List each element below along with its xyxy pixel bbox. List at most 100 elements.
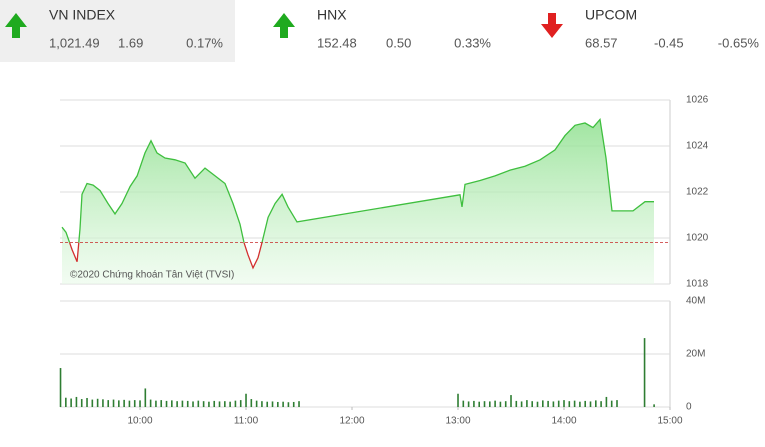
y-tick-label: 1024 [686, 141, 709, 152]
index-percent: -0.65% [718, 35, 760, 50]
index-percent: 0.33% [454, 35, 491, 50]
volume-bar [245, 393, 247, 407]
volume-bar [80, 399, 83, 407]
volume-bar [75, 396, 78, 407]
volume-bar [160, 400, 163, 407]
volume-bar [213, 400, 216, 407]
volume-bar [250, 399, 253, 407]
volume-bar [234, 400, 237, 407]
volume-bar [547, 400, 549, 407]
x-tick-label: 10:00 [128, 416, 153, 427]
volume-bar [653, 404, 655, 407]
index-value: 1,021.49 [49, 35, 100, 50]
volume-bar [176, 401, 178, 407]
volume-bar [70, 398, 72, 407]
y-tick-label: 0 [686, 402, 692, 413]
volume-bar [473, 400, 475, 407]
volume-bar [192, 401, 194, 407]
volume-bar [282, 401, 284, 407]
index-name: UPCOM [585, 7, 637, 23]
volume-bar [65, 397, 67, 407]
volume-bar [457, 393, 459, 407]
x-tick-label: 11:00 [234, 416, 259, 427]
volume-bar [536, 401, 539, 407]
watermark: ©2020 Chứng khoán Tân Việt (TVSI) [70, 270, 234, 281]
volume-bar [197, 400, 200, 407]
volume-bar [515, 400, 518, 407]
volume-bar [298, 401, 300, 407]
y-tick-label: 1018 [686, 279, 709, 290]
volume-bar [171, 400, 173, 407]
volume-bar [489, 401, 491, 407]
volume-bar [462, 400, 465, 407]
volume-bar [165, 400, 168, 407]
volume-bar [123, 399, 125, 407]
index-name: HNX [317, 7, 347, 23]
x-tick-label: 13:00 [445, 416, 470, 427]
index-percent: 0.17% [186, 35, 223, 50]
volume-bar [91, 399, 94, 407]
volume-bar [107, 400, 110, 407]
volume-bar [229, 401, 231, 407]
area [62, 119, 654, 284]
y-tick-label: 40M [686, 296, 705, 307]
volume-bar [542, 400, 544, 407]
volume-bar [292, 401, 295, 407]
volume-bar [96, 398, 99, 407]
volume-bar [552, 401, 555, 407]
volume-bar [563, 400, 565, 407]
index-value: 68.57 [585, 35, 618, 50]
x-tick-label: 15:00 [657, 416, 682, 427]
x-tick-label: 12:00 [340, 416, 365, 427]
volume-bar [128, 400, 131, 407]
volume-bar [224, 401, 226, 407]
volume-bar [520, 401, 523, 407]
volume-bar [133, 400, 136, 407]
y-tick-label: 1026 [686, 95, 709, 106]
volume-bar [112, 399, 115, 407]
volume-bar [202, 401, 205, 407]
index-change: -0.45 [654, 35, 684, 50]
price-line [61, 118, 654, 243]
volume-bar [208, 401, 210, 407]
volume-bar [139, 400, 141, 407]
volume-bar [595, 400, 597, 407]
volume-bar [504, 401, 507, 407]
volume-bar [526, 400, 528, 407]
volume-bar [144, 388, 147, 407]
direction-arrow [273, 13, 295, 38]
chart: 1018 1020 1022 1024 1026 ©2020 Chứng khoán Tâ… [59, 95, 709, 427]
volume-bar [277, 401, 279, 407]
volume-bar [616, 400, 618, 407]
index-name: VN INDEX [49, 7, 116, 23]
volume-bar [266, 401, 269, 407]
volume-bar [255, 400, 258, 407]
volume-bar [483, 401, 486, 407]
volume-bar [579, 401, 581, 407]
volume-bar [643, 338, 646, 407]
volume-bar [557, 400, 560, 407]
volume-bar [59, 368, 62, 407]
header-highlight [0, 0, 235, 62]
volume-bar [181, 400, 184, 407]
volume-bar [610, 400, 613, 407]
volume-bar [86, 397, 88, 407]
volume-bar [605, 396, 608, 407]
volume-bar [584, 400, 587, 407]
volume-bar [186, 400, 189, 407]
y-tick-label: 1022 [686, 187, 709, 198]
volume-bar [467, 401, 470, 407]
volume-bar [102, 399, 104, 407]
direction-arrow [5, 13, 27, 38]
index-change: 0.50 [386, 35, 411, 50]
volume-bar [218, 401, 221, 407]
direction-arrow [541, 13, 563, 38]
volume-bar [589, 401, 592, 407]
volume-bar [271, 401, 274, 407]
index-change: 1.69 [118, 35, 143, 50]
header: VN INDEX 1,021.49 1.69 0.17% HNX 152.48 0.50 0.… [5, 7, 760, 50]
volume-bar [600, 401, 602, 407]
y-tick-label: 20M [686, 349, 705, 360]
volume-bar [261, 401, 263, 407]
